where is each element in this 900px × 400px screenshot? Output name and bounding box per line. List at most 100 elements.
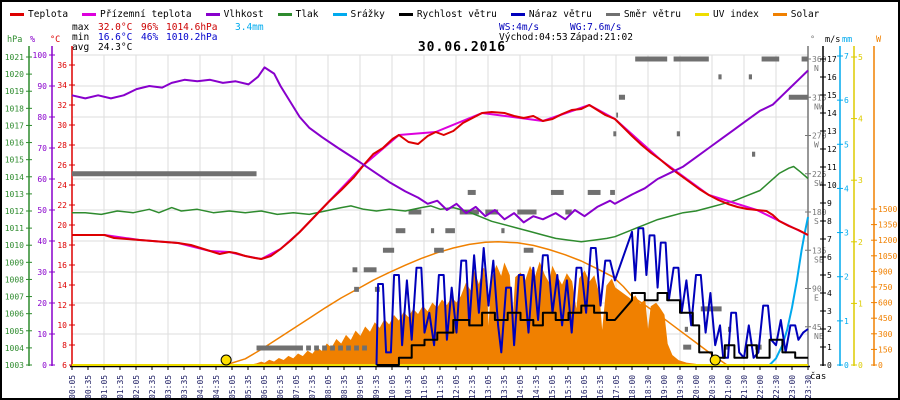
axis-tick-label: 1: [844, 317, 849, 326]
x-tick-label: 13:35: [500, 375, 509, 399]
axis-tick-label: 20: [37, 299, 47, 308]
axis-tick-label: 9: [827, 199, 832, 208]
axis-tick-label: 14: [827, 109, 837, 118]
x-tick-label: 05:05: [228, 375, 237, 399]
axis-tick-label: 10: [57, 321, 67, 330]
legend-marker-uv-index: [695, 12, 710, 16]
axis-tick-label: 36: [57, 61, 67, 70]
x-tick-label: 18:00: [628, 375, 637, 399]
legend-item-prizemni-teplota: Přízemní teplota: [82, 9, 192, 20]
axis-unit-pressure: hPa: [7, 35, 22, 45]
axis-tick-label: 28: [57, 141, 67, 150]
sunrise-time: Východ:04:53: [499, 32, 568, 43]
x-tick-label: 11:05: [420, 375, 429, 399]
legend-item-solar: Solar: [772, 8, 820, 20]
axis-tick-label: 4: [858, 115, 863, 124]
axis-tick-label: 5: [844, 140, 849, 149]
x-tick-label: 10:35: [404, 375, 413, 399]
legend-label: Směr větru: [623, 8, 682, 20]
axis-tick-label: 0: [42, 361, 47, 370]
axis-tick-label: 1020: [5, 70, 24, 79]
axis-tick-label: 2: [844, 273, 849, 282]
axis-tick-label: 5: [827, 271, 832, 280]
axis-tick-label: 450: [878, 314, 893, 323]
legend-item-smer-vetru: Směr větru: [605, 8, 682, 20]
axis-tick-label: 15: [827, 91, 837, 100]
legend-item-teplota: Teplota: [10, 9, 68, 20]
series-naraz-vetru: [375, 227, 809, 366]
axis-tick-label: 1011: [5, 224, 24, 233]
max-temperature: 32.0°C: [98, 22, 133, 33]
axis-tick-label: 0: [858, 361, 863, 370]
axis-tick-label: 24: [57, 181, 67, 190]
legend-label: Rychlost větru: [416, 8, 497, 20]
axis-tick-label: 1005: [5, 327, 24, 336]
x-tick-label: 15:05: [548, 375, 557, 399]
min-label: min: [72, 32, 90, 43]
axis-tick-dir-label: W: [814, 141, 819, 150]
x-tick-label: 07:05: [292, 375, 301, 399]
axis-tick-label: 1019: [5, 87, 24, 96]
axis-tick-label: 0: [827, 361, 832, 370]
axis-tick-label: 1008: [5, 275, 24, 284]
legend-item-tlak: Tlak: [277, 9, 319, 20]
axis-tick-label: 7: [827, 235, 832, 244]
x-tick-label: 03:35: [180, 375, 189, 399]
axis-tick-label: 90: [812, 285, 822, 294]
axis-tick-label: 6: [62, 361, 67, 370]
axis-tick-label: 50: [37, 206, 47, 215]
x-tick-label: 14:05: [516, 375, 525, 399]
axis-tick-label: 6: [844, 96, 849, 105]
x-tick-label: 02:05: [132, 375, 141, 399]
axis-tick-label: 8: [62, 341, 67, 350]
x-tick-label: 17:05: [612, 375, 621, 399]
axis-tick-label: 4: [844, 184, 849, 193]
axis-tick-label: 45: [812, 323, 822, 332]
max-humidity: 96%: [141, 22, 159, 33]
axis-tick-dir-label: NW: [814, 102, 824, 111]
axis-tick-label: 30: [57, 121, 67, 130]
x-tick-label: 12:35: [468, 375, 477, 399]
axis-tick-label: 1006: [5, 310, 24, 319]
x-tick-label: 09:35: [372, 375, 381, 399]
axis-tick-label: 3: [844, 229, 849, 238]
legend-label: Solar: [790, 8, 820, 20]
x-tick-label: 08:05: [324, 375, 333, 399]
legend-label: Vlhkost: [223, 8, 264, 20]
legend-marker-vlhkost: [205, 12, 220, 16]
axis-unit-humidity: %: [30, 35, 35, 45]
axis-tick-label: 1017: [5, 121, 24, 130]
series-solar: [251, 261, 706, 366]
x-tick-label: 00:35: [84, 375, 93, 399]
legend-label: Srážky: [350, 8, 385, 20]
axis-tick-label: 600: [878, 299, 893, 308]
x-tick-label: 21:30: [740, 375, 749, 399]
axis-tick-label: 70: [37, 144, 47, 153]
axis-tick-label: 11: [827, 163, 837, 172]
axis-tick-label: 1003: [5, 361, 24, 370]
axis-tick-label: 20: [57, 221, 67, 230]
avg-label: avg: [72, 42, 90, 53]
legend-marker-srazky: [332, 12, 347, 16]
wind-sun-stats: WS:4m/s WG:7.6m/s Východ:04:53 Západ:21:…: [499, 23, 719, 43]
axis-tick-label: 315: [812, 93, 827, 102]
x-tick-label: 21:00: [724, 375, 733, 399]
x-tick-label: 23:30: [804, 375, 813, 399]
legend-marker-teplota: [10, 12, 24, 16]
legend-marker-tlak: [277, 12, 292, 16]
max-pressure: 1014.6hPa: [166, 22, 218, 33]
max-label: max: [72, 22, 90, 33]
legend-marker-smer-vetru: [605, 12, 620, 16]
wind-speed-stat: WS:4m/s: [499, 22, 540, 33]
x-tick-label: 06:05: [260, 375, 269, 399]
legend-label: Přízemní teplota: [100, 8, 192, 20]
sunset-marker-icon: [709, 354, 721, 366]
series-prizemni-teplota: [71, 104, 809, 260]
axis-tick-label: 0: [878, 361, 883, 370]
x-tick-label: 01:05: [100, 375, 109, 399]
series-vlhkost: [71, 66, 809, 224]
sunrise-marker-icon: [220, 354, 232, 366]
sunset-time: Západ:21:02: [570, 32, 633, 43]
axis-tick-label: 225: [812, 170, 827, 179]
